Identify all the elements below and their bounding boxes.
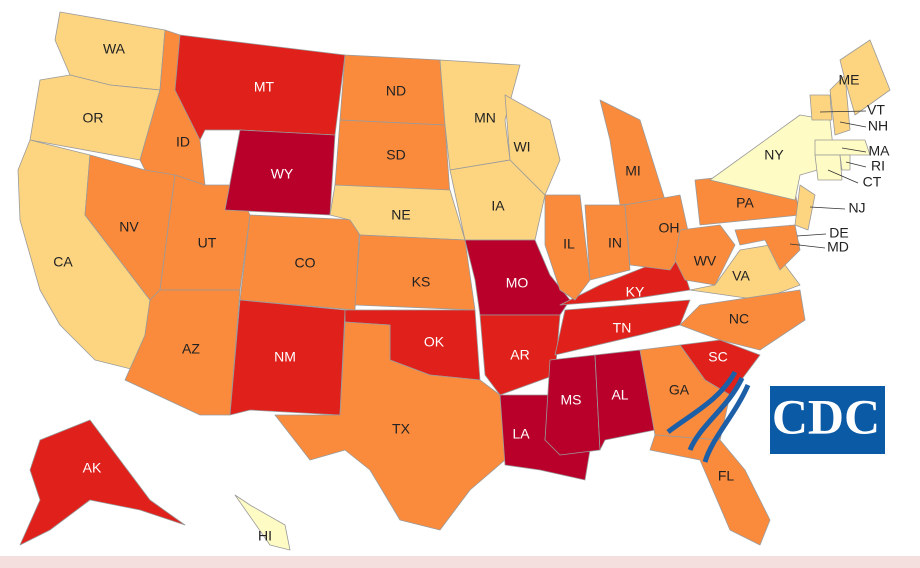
logo-swoosh bbox=[666, 370, 751, 463]
leader-line bbox=[839, 121, 867, 128]
state-label: IN bbox=[608, 235, 622, 251]
state-label: KY bbox=[626, 284, 645, 300]
state bbox=[794, 184, 816, 231]
state-label: NY bbox=[764, 147, 784, 163]
state bbox=[234, 494, 291, 551]
leader-line bbox=[796, 233, 827, 237]
state-label: PA bbox=[736, 195, 754, 211]
state-label: OK bbox=[424, 334, 445, 350]
state bbox=[554, 299, 691, 356]
states bbox=[17, 11, 891, 551]
state bbox=[584, 204, 631, 281]
leader-line bbox=[845, 161, 867, 168]
logo-box bbox=[770, 386, 885, 454]
state bbox=[544, 354, 601, 456]
state bbox=[464, 239, 571, 316]
state-label: IL bbox=[563, 236, 575, 252]
state bbox=[544, 194, 591, 301]
state-label: SD bbox=[386, 147, 405, 163]
state-label: MA bbox=[869, 143, 891, 159]
cdc-logo: CDC bbox=[666, 370, 885, 463]
state bbox=[449, 159, 546, 241]
state-label: CO bbox=[295, 255, 316, 271]
state-label: NE bbox=[391, 207, 410, 223]
state-label: ID bbox=[176, 134, 190, 150]
state-label: TX bbox=[392, 421, 411, 437]
state-label: NC bbox=[729, 311, 749, 327]
state-label: SC bbox=[708, 349, 727, 365]
state bbox=[174, 34, 346, 141]
state-label: ND bbox=[386, 83, 406, 99]
state-label: NV bbox=[119, 219, 139, 235]
state-label: NJ bbox=[848, 200, 865, 216]
state bbox=[124, 289, 241, 416]
state bbox=[839, 39, 891, 116]
state-label: MD bbox=[827, 239, 849, 255]
state-label: OH bbox=[659, 220, 680, 236]
leader-line bbox=[789, 243, 826, 249]
state-label: LA bbox=[512, 426, 530, 442]
logo-text: CDC bbox=[772, 388, 880, 444]
state-label: GA bbox=[669, 382, 690, 398]
state-label: MN bbox=[474, 110, 496, 126]
state bbox=[734, 224, 801, 271]
leader-line bbox=[809, 206, 846, 210]
state-label: WA bbox=[103, 41, 126, 57]
state-label: MO bbox=[506, 275, 529, 291]
state-label: MS bbox=[561, 392, 582, 408]
state-label: ME bbox=[839, 72, 860, 88]
state-label: MI bbox=[625, 163, 641, 179]
state-label: KS bbox=[412, 274, 431, 290]
state bbox=[229, 299, 346, 416]
state-label: OR bbox=[83, 110, 104, 126]
leader-line bbox=[841, 147, 867, 153]
state bbox=[594, 349, 656, 451]
state bbox=[829, 74, 851, 136]
state-label: RI bbox=[871, 158, 885, 174]
state-label: IA bbox=[491, 198, 505, 214]
state bbox=[814, 139, 871, 156]
state-label: CA bbox=[53, 254, 73, 270]
state bbox=[504, 94, 561, 196]
state-label: WI bbox=[513, 139, 530, 155]
state bbox=[274, 321, 506, 531]
state-label: FL bbox=[718, 468, 735, 484]
leader-line bbox=[827, 169, 859, 184]
state-label: AK bbox=[83, 460, 102, 476]
state-label: UT bbox=[198, 235, 217, 251]
state bbox=[599, 99, 666, 206]
state bbox=[479, 314, 561, 396]
state-label: AZ bbox=[182, 341, 200, 357]
state-label: VA bbox=[732, 268, 750, 284]
state bbox=[19, 419, 186, 546]
state-label: VT bbox=[867, 102, 885, 118]
state-label: NM bbox=[274, 349, 296, 365]
state-label: WV bbox=[694, 253, 717, 269]
state-label: NH bbox=[868, 118, 888, 134]
state-label: AL bbox=[611, 387, 628, 403]
bottom-band bbox=[0, 556, 920, 568]
state-label: HI bbox=[258, 528, 272, 544]
state bbox=[839, 154, 851, 171]
state bbox=[809, 94, 833, 121]
state bbox=[649, 434, 771, 546]
state-label: MT bbox=[254, 79, 275, 95]
state-label: TN bbox=[613, 320, 632, 336]
state-label: WY bbox=[271, 166, 294, 182]
state-label: CT bbox=[863, 174, 882, 190]
state-label: DE bbox=[829, 225, 848, 241]
state bbox=[814, 154, 843, 181]
labels: WA OR CA ID NV UT AZ MT WY CO NM ND SD NE KS OK TX MN IA WI… bbox=[53, 41, 890, 544]
leader-line bbox=[819, 110, 867, 113]
state-label: AR bbox=[510, 347, 529, 363]
state bbox=[354, 234, 476, 311]
